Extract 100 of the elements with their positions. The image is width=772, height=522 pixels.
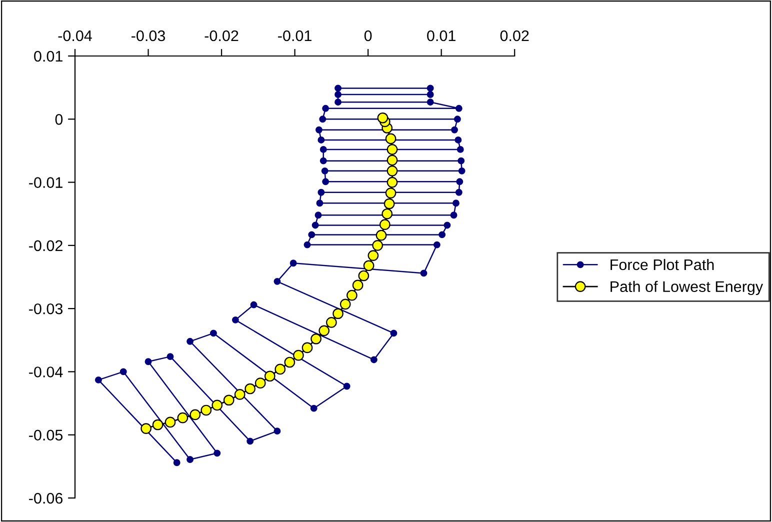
x-tick-label: 0.01 — [427, 30, 456, 42]
point — [334, 98, 342, 106]
y-tick-label: -0.05 — [29, 430, 63, 441]
point — [316, 126, 322, 134]
point — [177, 412, 188, 424]
point — [444, 222, 451, 229]
y-tick-label: -0.03 — [29, 303, 63, 314]
y-tick-label: 0 — [55, 114, 63, 125]
point — [214, 450, 221, 457]
point — [152, 419, 164, 430]
point — [386, 144, 398, 155]
point — [320, 146, 327, 153]
point — [322, 104, 330, 112]
point — [370, 356, 378, 364]
point — [426, 98, 434, 106]
point — [363, 260, 374, 272]
x-tick-label: -0.02 — [204, 30, 238, 42]
point — [452, 200, 460, 207]
point — [455, 104, 462, 112]
point — [293, 350, 304, 361]
point — [451, 126, 458, 134]
point — [264, 370, 276, 382]
y-tick-label: -0.02 — [29, 240, 62, 252]
point — [254, 378, 266, 388]
point — [164, 416, 176, 428]
y-tick-label: -0.04 — [29, 366, 63, 378]
point — [390, 330, 398, 337]
point — [454, 136, 462, 144]
point — [314, 212, 322, 219]
x-tick-label: -0.03 — [132, 30, 166, 42]
point — [173, 459, 180, 466]
x-tick-label: 0.02 — [500, 30, 529, 42]
x-tick-label: 0 — [364, 30, 372, 42]
x-tick-label: -0.01 — [278, 30, 312, 42]
point — [200, 404, 212, 416]
point — [310, 404, 318, 412]
point — [386, 166, 398, 176]
point — [250, 301, 258, 308]
point — [321, 167, 328, 174]
point — [456, 178, 464, 186]
point — [384, 198, 395, 210]
point — [223, 394, 234, 406]
point — [186, 456, 194, 463]
point — [385, 188, 396, 198]
y-tick-label: -0.01 — [29, 177, 62, 188]
legend-label: Path of Lowest Energy — [610, 280, 764, 296]
point — [343, 382, 350, 390]
legend-label: Force Plot Path — [610, 258, 714, 270]
point — [320, 157, 327, 164]
point — [377, 112, 388, 124]
point — [458, 157, 465, 164]
point — [304, 241, 311, 248]
point — [312, 222, 319, 229]
point — [358, 270, 370, 282]
point — [302, 342, 313, 354]
point — [322, 178, 330, 186]
y-tick-label: 0.01 — [34, 50, 62, 62]
point — [334, 84, 342, 92]
point — [284, 356, 296, 368]
point — [186, 338, 194, 345]
point — [234, 389, 246, 400]
point — [455, 188, 462, 196]
point — [166, 353, 174, 360]
point — [376, 230, 387, 241]
point — [386, 176, 398, 188]
point — [426, 91, 434, 98]
point — [380, 219, 390, 230]
point — [244, 383, 256, 394]
point — [308, 231, 316, 238]
point — [433, 241, 440, 248]
point — [450, 212, 458, 219]
point — [368, 250, 379, 261]
point — [454, 116, 461, 123]
point — [318, 136, 325, 144]
point — [332, 308, 344, 320]
point — [310, 333, 322, 344]
x-tick-label: -0.04 — [58, 30, 92, 42]
point — [144, 358, 152, 366]
point — [319, 116, 326, 123]
point — [458, 167, 466, 174]
point — [94, 376, 102, 384]
point — [334, 91, 342, 98]
point — [290, 260, 297, 267]
point — [232, 316, 239, 324]
point — [382, 208, 393, 220]
point — [318, 188, 325, 196]
point — [420, 270, 428, 277]
point — [346, 290, 358, 301]
point — [318, 325, 330, 336]
point — [426, 84, 434, 92]
point — [456, 146, 464, 153]
point — [120, 368, 127, 376]
point — [326, 317, 337, 328]
y-tick-label: -0.06 — [29, 492, 63, 504]
point — [246, 438, 254, 445]
point — [340, 298, 351, 310]
point — [385, 133, 396, 144]
point — [372, 240, 384, 251]
point — [140, 423, 152, 434]
point — [212, 400, 223, 411]
